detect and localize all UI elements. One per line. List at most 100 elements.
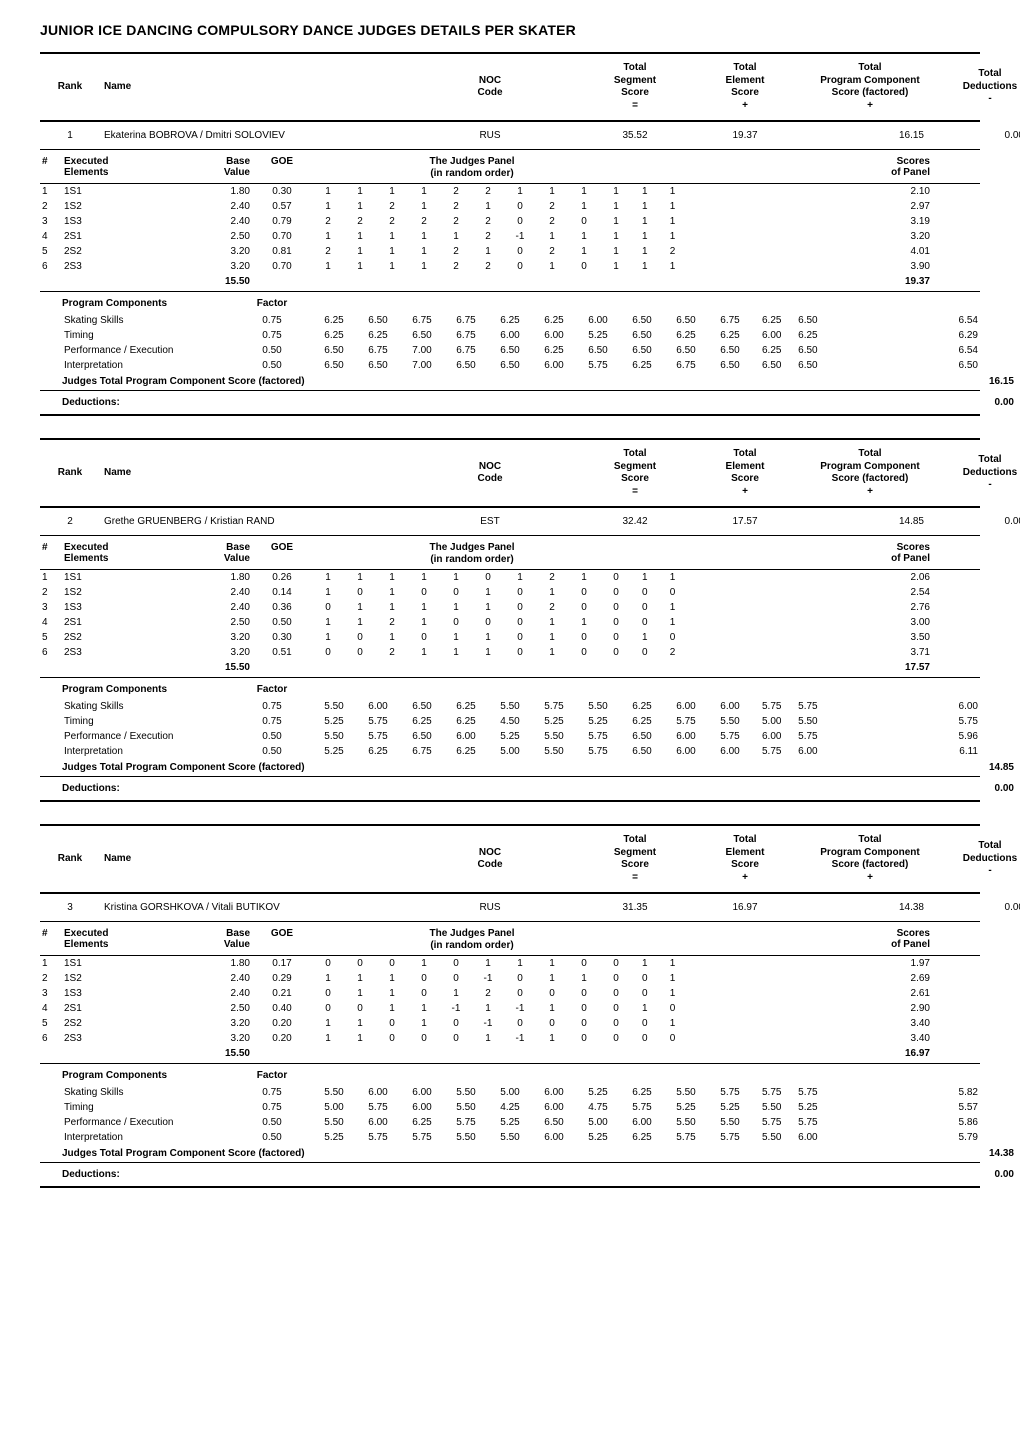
noc-code: EST bbox=[400, 514, 580, 529]
deductions-label: Deductions: bbox=[62, 783, 862, 794]
element-row: 42S12.500.400011-11-11001 02.90 bbox=[40, 1001, 980, 1016]
elem-extra: 0 2 bbox=[632, 647, 842, 658]
sh-goe: GOE bbox=[252, 928, 312, 951]
elem-extra: 1 1 bbox=[632, 572, 842, 583]
hdr-tes-l3: Score bbox=[694, 859, 796, 872]
et-blank bbox=[504, 276, 536, 287]
elem-extra: 1 0 bbox=[632, 1003, 842, 1014]
sh-judges-panel: The Judges Panel(in random order) bbox=[312, 928, 632, 951]
pc-judge: 6.00 bbox=[620, 1117, 664, 1128]
elem-sop: 3.71 bbox=[842, 647, 932, 658]
elem-judge: 2 bbox=[408, 216, 440, 227]
hdr-ded-sign: - bbox=[944, 93, 1020, 106]
elem-judge: 1 bbox=[536, 1003, 568, 1014]
pc-judge: 6.50 bbox=[356, 360, 400, 371]
pc-judge: 6.00 bbox=[356, 1087, 400, 1098]
elem-base: 1.80 bbox=[182, 572, 252, 583]
elem-judge: 1 bbox=[600, 186, 632, 197]
sh-base-l1: Base bbox=[184, 542, 250, 553]
pc-judge: 6.50 bbox=[620, 746, 664, 757]
elem-sop: 2.10 bbox=[842, 186, 932, 197]
elem-base-total: 15.50 bbox=[182, 276, 252, 287]
sh-executed: ExecutedElements bbox=[62, 156, 182, 179]
pc-judge: 5.75 bbox=[664, 1132, 708, 1143]
pc-judge: 6.25 bbox=[444, 701, 488, 712]
hdr-noc-l2: Code bbox=[404, 87, 576, 100]
pc-judge: 5.50 bbox=[312, 731, 356, 742]
pc-judge: 6.25 bbox=[620, 716, 664, 727]
elem-judge: 2 bbox=[472, 216, 504, 227]
pc-judge: 5.75 bbox=[444, 1117, 488, 1128]
hdr-tpc-l2: Program Component bbox=[804, 461, 936, 474]
rank-value: 2 bbox=[40, 514, 100, 529]
pch-program-components: Program Components bbox=[62, 1070, 232, 1081]
pc-judge: 6.50 bbox=[620, 731, 664, 742]
elem-base-total: 15.50 bbox=[182, 662, 252, 673]
pcr-blank bbox=[40, 701, 62, 712]
pc-judge: 5.50 bbox=[444, 1087, 488, 1098]
hdr-tes-l2: Element bbox=[694, 847, 796, 860]
deductions-row: Deductions:0.00 bbox=[40, 1162, 980, 1188]
elem-judge: 2 bbox=[376, 216, 408, 227]
sh-base-l2: Value bbox=[184, 553, 250, 564]
elem-judge: -1 bbox=[504, 1033, 536, 1044]
hdr-ded: TotalDeductions- bbox=[940, 54, 1020, 120]
hdr-ded: TotalDeductions- bbox=[940, 440, 1020, 506]
elem-extra: 0 1 bbox=[632, 988, 842, 999]
elem-judge: 1 bbox=[344, 246, 376, 257]
sh-base-l1: Base bbox=[184, 156, 250, 167]
page: JUNIOR ICE DANCING COMPULSORY DANCE JUDG… bbox=[0, 0, 1020, 1250]
pc-judge: 6.50 bbox=[488, 345, 532, 356]
pc-header: Program ComponentsFactor bbox=[40, 291, 980, 313]
pc-judge: 4.25 bbox=[488, 1102, 532, 1113]
elem-judge: 0 bbox=[344, 587, 376, 598]
tes-value: 17.57 bbox=[690, 514, 800, 529]
et-blank bbox=[504, 662, 536, 673]
sh-goe: GOE bbox=[252, 542, 312, 565]
elem-sop-total: 16.97 bbox=[842, 1048, 932, 1059]
rank-value: 3 bbox=[40, 900, 100, 915]
elem-judge: 0 bbox=[440, 1033, 472, 1044]
pc-factor: 0.75 bbox=[232, 716, 312, 727]
elem-extra: 0 1 bbox=[632, 602, 842, 613]
elem-code: 2S3 bbox=[62, 647, 182, 658]
elem-judge: 1 bbox=[568, 186, 600, 197]
elem-judge: 1 bbox=[472, 958, 504, 969]
pc-extra: 5.50 5.25 bbox=[752, 1102, 900, 1113]
et-blank bbox=[62, 276, 182, 287]
pc-judge: 6.00 bbox=[664, 701, 708, 712]
pc-judge: 7.00 bbox=[400, 360, 444, 371]
elem-extra: 1 1 bbox=[632, 261, 842, 272]
elem-code: 1S1 bbox=[62, 958, 182, 969]
elem-judge: 2 bbox=[440, 201, 472, 212]
deductions-row: Deductions:0.00 bbox=[40, 776, 980, 802]
elem-judge: 0 bbox=[600, 958, 632, 969]
pc-judge: 6.50 bbox=[664, 345, 708, 356]
elem-judge: 0 bbox=[504, 587, 536, 598]
hdr-tpc-l2: Program Component bbox=[804, 75, 936, 88]
elem-sop: 2.54 bbox=[842, 587, 932, 598]
hdr-rank: Rank bbox=[40, 440, 100, 506]
hdr-tes-l2: Element bbox=[694, 75, 796, 88]
pc-judge: 5.75 bbox=[708, 1132, 752, 1143]
elem-index: 5 bbox=[40, 246, 62, 257]
pc-judge: 6.00 bbox=[532, 1102, 576, 1113]
elem-sop: 1.97 bbox=[842, 958, 932, 969]
et-blank bbox=[408, 662, 440, 673]
elem-sop: 2.76 bbox=[842, 602, 932, 613]
pc-total-row: Judges Total Program Component Score (fa… bbox=[40, 373, 980, 390]
element-total-row: 15.5017.57 bbox=[40, 660, 980, 677]
pc-judge: 6.25 bbox=[620, 1132, 664, 1143]
hdr-name: Name bbox=[100, 54, 400, 120]
deductions-value: 0.00 bbox=[862, 1169, 1020, 1180]
sh-base: BaseValue bbox=[182, 156, 252, 179]
elem-judge: 1 bbox=[504, 572, 536, 583]
sh-scores-of-panel: Scoresof Panel bbox=[842, 928, 932, 951]
sh-judges-panel: The Judges Panel(in random order) bbox=[312, 156, 632, 179]
hdr-rank: Rank bbox=[40, 826, 100, 892]
et-blank bbox=[252, 1048, 312, 1059]
et-blank bbox=[62, 1048, 182, 1059]
pcr-blank bbox=[40, 360, 62, 371]
elem-judge: 1 bbox=[504, 186, 536, 197]
element-row: 52S23.200.2011010-100000 13.40 bbox=[40, 1016, 980, 1031]
